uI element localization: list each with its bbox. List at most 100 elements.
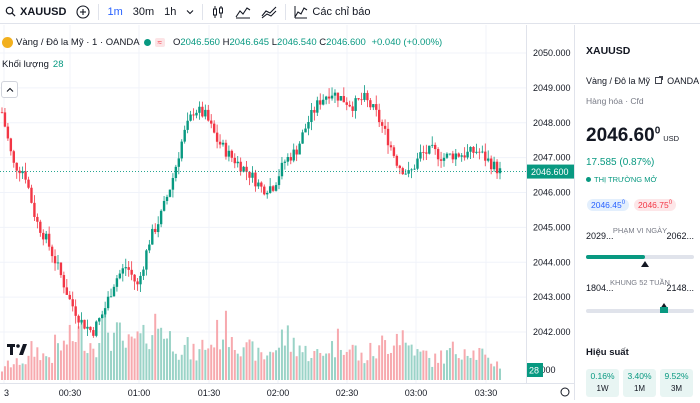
interval-1m[interactable]: 1m xyxy=(107,5,123,18)
candle-body xyxy=(121,268,125,274)
candle-body xyxy=(392,147,396,156)
divider xyxy=(98,3,100,20)
volume-bar xyxy=(230,337,233,380)
price-axis[interactable]: 2050.000 2049.000 2048.000 2047.000 2046.000… xyxy=(526,25,575,383)
price-tick-label: 2042.000 xyxy=(533,327,571,337)
candle-body xyxy=(171,178,175,190)
volume-bar xyxy=(189,359,192,380)
volume-bar xyxy=(92,348,95,380)
candle-body xyxy=(442,157,446,161)
legend-title[interactable]: Vàng / Đô la Mỹ · 1 · OANDA xyxy=(16,37,140,48)
candle-body xyxy=(83,319,86,329)
volume-bar xyxy=(65,344,68,380)
candle-body xyxy=(189,114,192,121)
volume-bar xyxy=(48,357,51,380)
candle-body xyxy=(233,157,236,164)
low-value: 2046.540 xyxy=(277,37,317,48)
candle-body xyxy=(307,122,310,129)
interval-30m[interactable]: 30m xyxy=(132,5,155,18)
candle-body xyxy=(39,221,42,233)
bar-style-button[interactable] xyxy=(206,0,230,24)
last-price-fraction: 0 xyxy=(654,125,661,137)
volume-bar xyxy=(110,350,113,380)
volume-bar xyxy=(195,360,198,380)
details-symbol[interactable]: XAUUSD xyxy=(586,45,631,57)
candle-body xyxy=(248,171,251,178)
area-style-button[interactable] xyxy=(256,0,282,24)
performance-value: 0.16% xyxy=(590,371,615,381)
volume-bar xyxy=(413,355,416,380)
candle-body xyxy=(65,287,69,295)
interval-1h[interactable]: 1h xyxy=(164,5,177,18)
candle-body xyxy=(389,145,393,148)
volume-bar xyxy=(54,334,57,380)
performance-period: 1M xyxy=(633,384,646,393)
market-status-text: THỊ TRƯỜNG MỞ xyxy=(594,175,657,184)
volume-bar xyxy=(192,343,195,380)
symbol-search[interactable]: XAUUSD xyxy=(0,0,71,24)
price-tick-label: 2044.000 xyxy=(533,257,571,267)
volume-bar xyxy=(440,350,443,380)
candle-body xyxy=(159,210,163,225)
volume-bar xyxy=(499,368,501,380)
line-style-button[interactable] xyxy=(230,0,256,24)
volume-bar xyxy=(496,361,499,380)
volume-bar xyxy=(407,345,410,380)
volume-bar xyxy=(12,364,15,380)
interval-dropdown[interactable] xyxy=(181,0,199,24)
chart-pane[interactable] xyxy=(0,25,526,400)
volume-bar xyxy=(316,349,319,380)
volume-bar xyxy=(83,350,86,380)
top-toolbar: XAUUSD 1m 30m 1h Các chỉ báo xyxy=(0,0,700,24)
time-axis[interactable]: 3 00:30 01:00 01:30 02:00 02:30 03:00 03:30 xyxy=(0,383,574,400)
chart-canvas[interactable] xyxy=(0,25,526,383)
volume-bar xyxy=(360,352,363,380)
volume-legend: Khối lượng 28 xyxy=(2,59,64,70)
volume-bar xyxy=(445,350,448,380)
volume-bar xyxy=(328,353,331,380)
candle-body xyxy=(375,104,378,110)
candle-body xyxy=(460,155,463,157)
candle-body xyxy=(98,318,101,322)
candle-body xyxy=(428,145,431,154)
candle-body xyxy=(263,186,266,195)
current-price-marker xyxy=(527,164,575,179)
candle-body xyxy=(186,120,189,130)
volume-bar xyxy=(239,356,242,380)
collapse-legend-button[interactable] xyxy=(1,81,18,98)
volume-label[interactable]: Khối lượng xyxy=(2,59,49,70)
volume-bar xyxy=(98,343,101,380)
volume-bar xyxy=(269,351,272,380)
volume-bar xyxy=(104,310,107,380)
candle-body xyxy=(24,171,27,180)
candle-body xyxy=(339,96,343,101)
candle-body xyxy=(495,161,499,174)
tradingview-logo[interactable] xyxy=(7,344,27,359)
open-label: O xyxy=(172,37,181,48)
candle-body xyxy=(115,278,119,287)
volume-bar xyxy=(422,350,425,380)
performance-1w[interactable]: 0.16% 1W xyxy=(586,369,619,397)
candle-body xyxy=(242,166,245,172)
candle-body xyxy=(413,168,416,170)
indicators-button[interactable]: Các chỉ báo xyxy=(289,0,375,24)
volume-bar xyxy=(89,343,92,380)
external-link-icon[interactable] xyxy=(654,76,663,84)
compare-button[interactable] xyxy=(71,0,95,24)
year-range-low: 1804... xyxy=(586,283,614,293)
day-range-high: 2062... xyxy=(666,231,694,241)
candle-body xyxy=(481,151,484,153)
volume-bar xyxy=(363,363,366,380)
candle-body xyxy=(439,159,443,161)
volume-bar xyxy=(74,342,77,380)
volume-bar xyxy=(266,355,269,380)
candle-body xyxy=(333,92,337,96)
performance-1m[interactable]: 3.40% 1M xyxy=(623,369,656,397)
volume-bar xyxy=(186,337,189,380)
candle-body xyxy=(180,141,183,159)
volume-bar xyxy=(80,321,83,380)
performance-3m[interactable]: 9.52% 3M xyxy=(660,369,693,397)
candle-body xyxy=(448,153,452,155)
close-label: C xyxy=(319,37,327,48)
volume-bar xyxy=(457,358,460,380)
